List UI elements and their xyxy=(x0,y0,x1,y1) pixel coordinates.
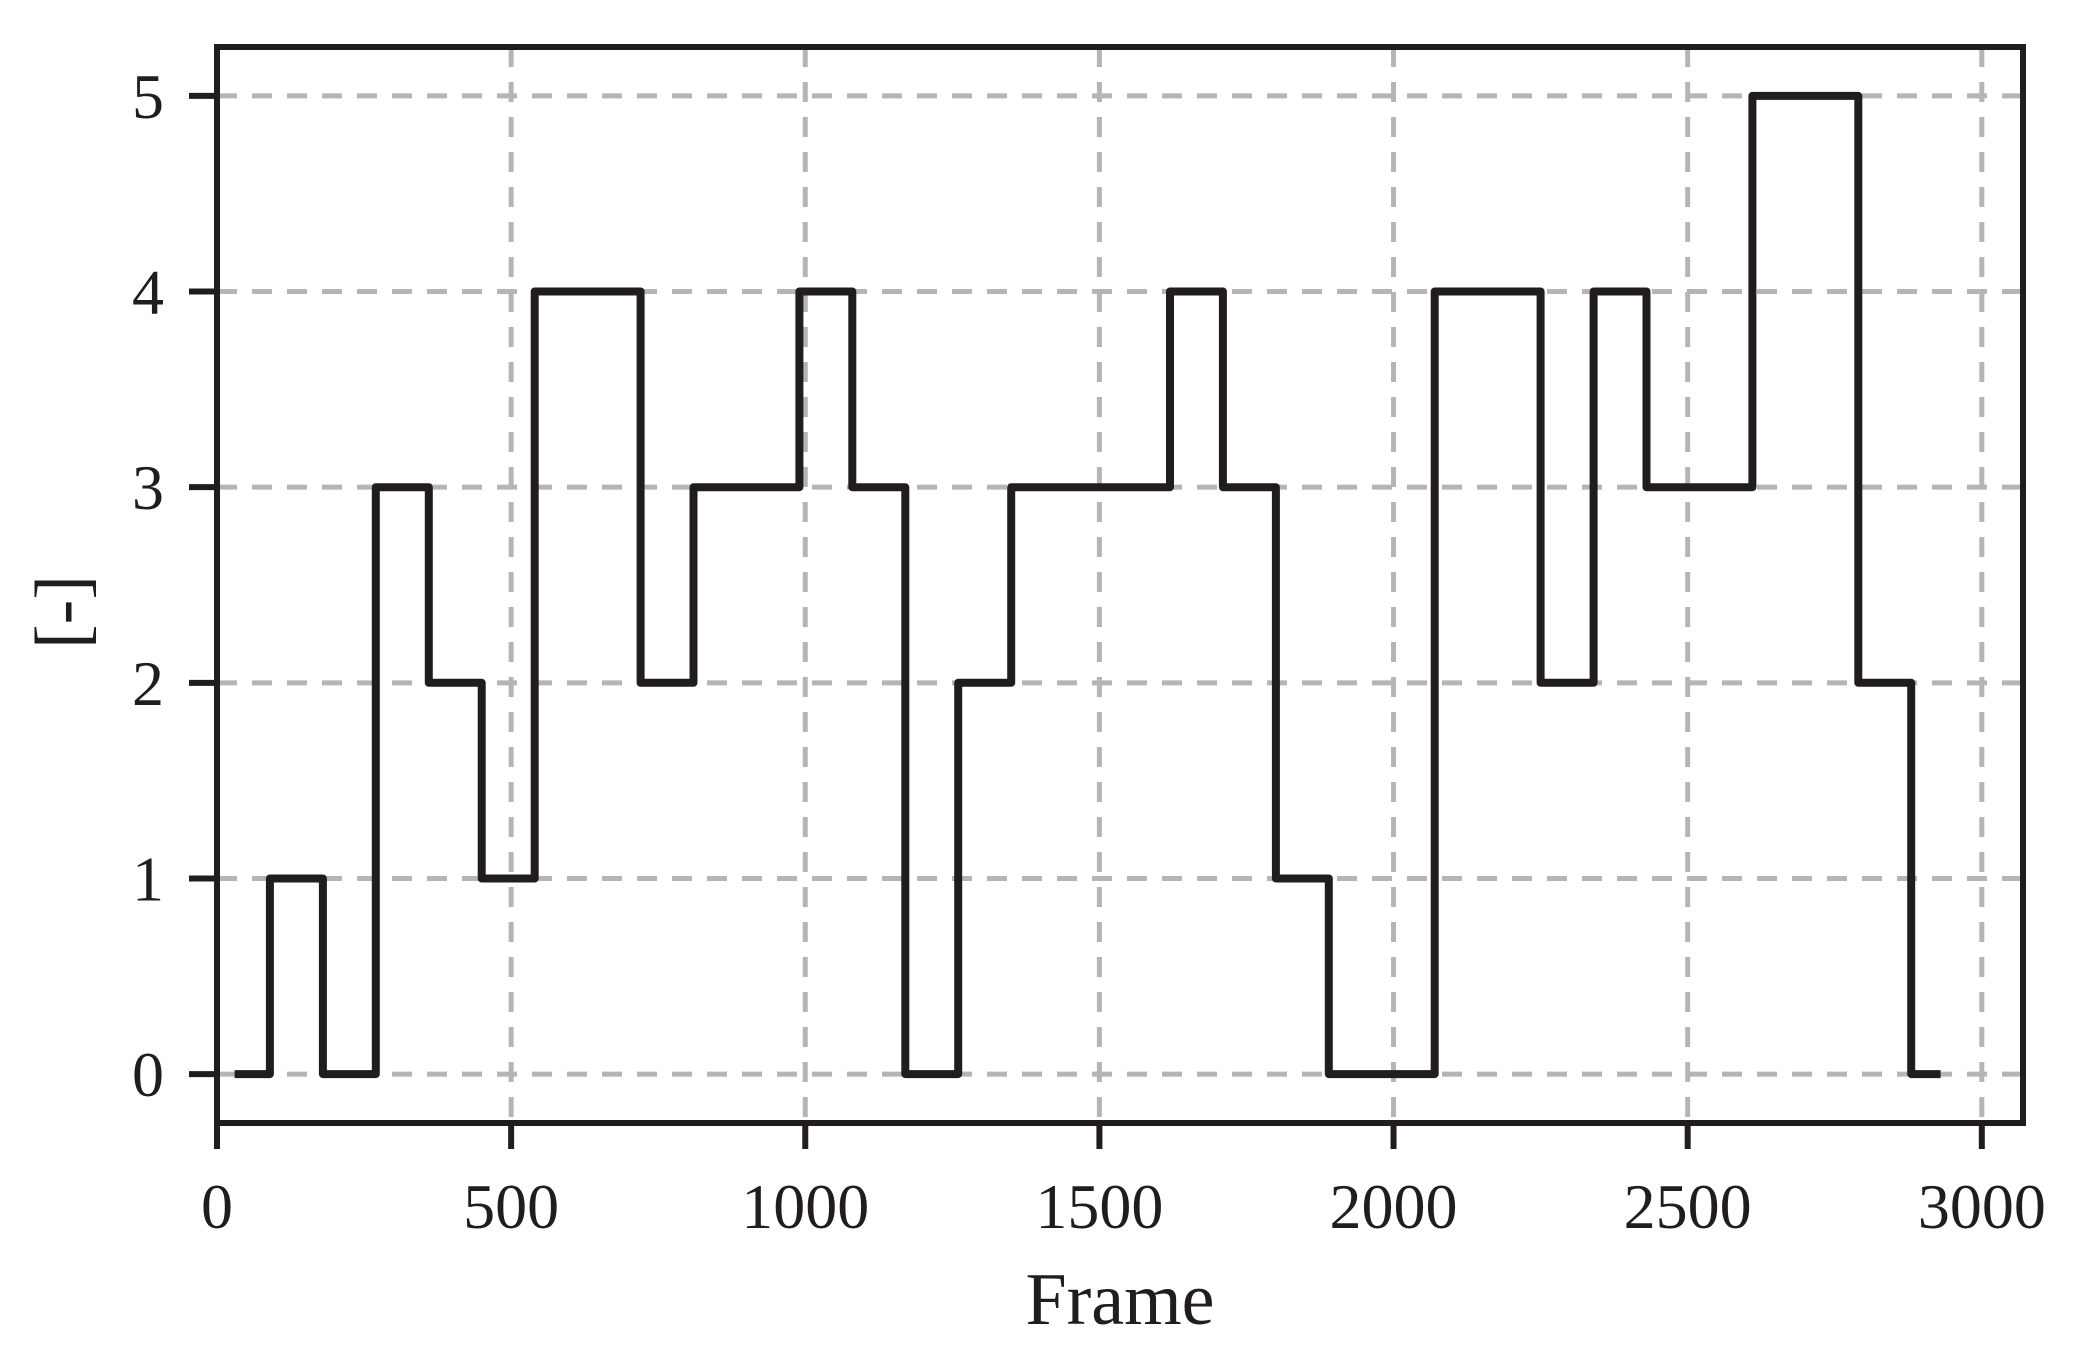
y-tick-label: 4 xyxy=(132,257,164,328)
x-tick-label: 3000 xyxy=(1918,1171,2046,1242)
x-axis-label: Frame xyxy=(1025,1259,1214,1341)
x-tick-label: 500 xyxy=(463,1171,559,1242)
y-axis-label: [-] xyxy=(21,575,103,649)
y-tick-label: 5 xyxy=(132,61,164,132)
y-tick-label: 1 xyxy=(132,843,164,914)
plot-border xyxy=(214,44,2026,1126)
x-tick-label: 2000 xyxy=(1330,1171,1458,1242)
x-tick-label: 2500 xyxy=(1624,1171,1752,1242)
y-tick-label: 0 xyxy=(132,1039,164,1110)
y-tick-label: 3 xyxy=(132,452,164,523)
x-tick-label: 1000 xyxy=(741,1171,869,1242)
tick-labels: 0 500 1000 1500 2000 2500 3000 0 1 2 3 4 5 xyxy=(132,61,2046,1242)
x-tick-label: 0 xyxy=(201,1171,233,1242)
x-tick-label: 1500 xyxy=(1035,1171,1163,1242)
y-tick-label: 2 xyxy=(132,648,164,719)
tick-marks xyxy=(189,92,1985,1149)
step-line xyxy=(234,91,1941,1079)
